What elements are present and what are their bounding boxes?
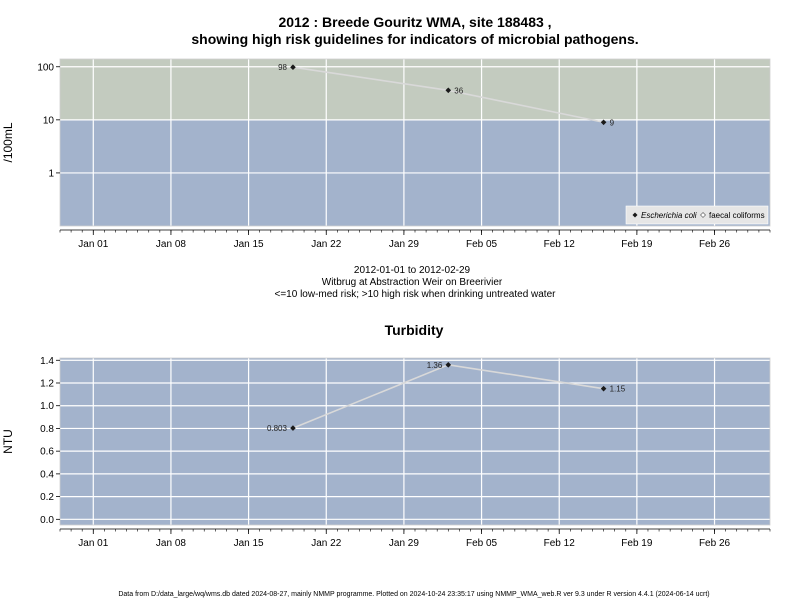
y-tick-label: 1.4 bbox=[40, 356, 54, 367]
plot-frame bbox=[59, 357, 771, 526]
y-tick-label: 0.2 bbox=[40, 492, 54, 503]
data-point bbox=[600, 385, 607, 392]
plot-frame bbox=[59, 58, 771, 227]
legend-ecoli-marker bbox=[632, 212, 638, 218]
data-label: 1.15 bbox=[610, 385, 626, 394]
legend-faecal-marker bbox=[700, 212, 706, 218]
chart-title-line2: showing high risk guidelines for indicat… bbox=[191, 31, 638, 47]
subtitle-date-range: 2012-01-01 to 2012-02-29 bbox=[354, 265, 471, 276]
turbidity-title: Turbidity bbox=[385, 322, 444, 338]
data-point bbox=[445, 87, 452, 94]
y-tick-label: 0.0 bbox=[40, 515, 54, 526]
data-label: 0.803 bbox=[267, 424, 288, 433]
legend-entry-ecoli: Escherichia coli bbox=[641, 211, 697, 220]
x-tick-label: Feb 26 bbox=[699, 538, 731, 549]
y-tick-label: 1 bbox=[48, 168, 54, 179]
data-point bbox=[290, 425, 296, 431]
x-tick-label: Jan 29 bbox=[389, 239, 419, 250]
subtitle-risk-note: <=10 low-med risk; >10 high risk when dr… bbox=[275, 289, 557, 300]
y-tick-label: 100 bbox=[37, 62, 54, 73]
x-tick-label: Jan 08 bbox=[156, 239, 186, 250]
x-tick-label: Jan 22 bbox=[311, 239, 341, 250]
x-tick-label: Feb 12 bbox=[544, 239, 576, 250]
y-axis-label: /100mL bbox=[1, 122, 15, 162]
subtitle-site-name: Witbrug at Abstraction Weir on Breerivie… bbox=[322, 277, 503, 288]
legend-entry-faecal: faecal coliforms bbox=[709, 211, 765, 220]
x-tick-label: Jan 01 bbox=[78, 538, 108, 549]
high-risk-band bbox=[60, 59, 770, 120]
x-tick-label: Jan 15 bbox=[234, 538, 264, 549]
x-tick-label: Jan 15 bbox=[234, 239, 264, 250]
x-tick-label: Feb 05 bbox=[466, 538, 498, 549]
x-tick-label: Feb 19 bbox=[621, 538, 653, 549]
chart-title-line1: 2012 : Breede Gouritz WMA, site 188483 , bbox=[278, 14, 551, 30]
data-point bbox=[445, 362, 452, 368]
x-tick-label: Jan 08 bbox=[156, 538, 186, 549]
legend-box bbox=[625, 205, 769, 225]
y-tick-label: 0.6 bbox=[40, 447, 54, 458]
x-tick-label: Feb 05 bbox=[466, 239, 498, 250]
y-tick-label: 0.8 bbox=[40, 424, 54, 435]
data-label: 36 bbox=[454, 86, 463, 95]
x-tick-label: Jan 29 bbox=[389, 538, 419, 549]
data-point bbox=[600, 119, 607, 126]
x-tick-label: Jan 22 bbox=[311, 538, 341, 549]
y-tick-label: 1.2 bbox=[40, 378, 54, 389]
y-axis-label: NTU bbox=[1, 429, 15, 454]
data-label: 98 bbox=[278, 63, 287, 72]
y-tick-label: 10 bbox=[43, 115, 55, 126]
data-label: 1.36 bbox=[427, 361, 443, 370]
turbidity-panel: 0.0 0.2 0.4 0.6 0.8 1.0 1.2 1.4 Jan 01 Jan 08 Jan … bbox=[1, 356, 771, 549]
x-tick-label: Jan 01 bbox=[78, 239, 108, 250]
x-tick-label: Feb 19 bbox=[621, 239, 653, 250]
footer-note: Data from D:/data_large/wq/wms.db dated … bbox=[118, 591, 709, 598]
y-tick-label: 1.0 bbox=[40, 401, 54, 412]
ecoli-panel: 1 10 100 Jan 01 Jan 08 Jan 15 Jan 22 Jan 29 Feb … bbox=[1, 58, 771, 250]
x-tick-label: Feb 26 bbox=[699, 239, 731, 250]
x-tick-label: Feb 12 bbox=[544, 538, 576, 549]
data-point bbox=[290, 64, 296, 71]
data-label: 9 bbox=[610, 118, 615, 127]
y-tick-label: 0.4 bbox=[40, 469, 54, 480]
